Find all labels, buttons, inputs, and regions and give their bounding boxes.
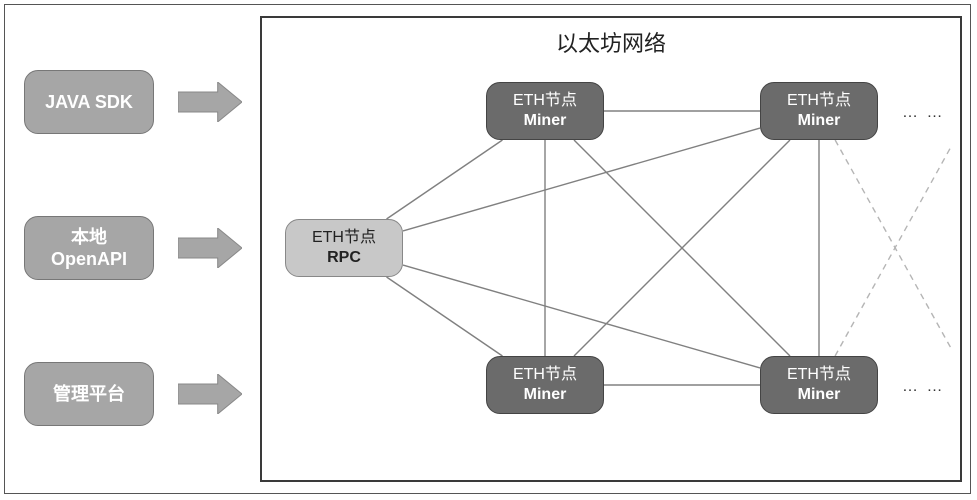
eth-miner-label-1: ETH节点 bbox=[513, 365, 577, 385]
eth-miner-label-2: Miner bbox=[798, 385, 841, 405]
eth-miner-label-2: Miner bbox=[524, 111, 567, 131]
network-title: 以太坊网络 bbox=[260, 26, 962, 58]
eth-miner-label-1: ETH节点 bbox=[513, 91, 577, 111]
openapi-box: 本地 OpenAPI bbox=[24, 216, 154, 280]
eth-miner-node: ETH节点 Miner bbox=[486, 356, 604, 414]
eth-miner-label-2: Miner bbox=[524, 385, 567, 405]
arrow-icon bbox=[178, 374, 242, 414]
eth-miner-label-2: Miner bbox=[798, 111, 841, 131]
eth-miner-label-1: ETH节点 bbox=[787, 91, 851, 111]
java-sdk-box: JAVA SDK bbox=[24, 70, 154, 134]
eth-rpc-label-1: ETH节点 bbox=[312, 228, 376, 248]
mgmt-label: 管理平台 bbox=[53, 383, 125, 406]
arrow-icon bbox=[178, 228, 242, 268]
openapi-label-1: 本地 bbox=[71, 226, 107, 249]
eth-rpc-label-2: RPC bbox=[327, 248, 361, 268]
ellipsis-icon: … … bbox=[902, 378, 944, 396]
openapi-label-2: OpenAPI bbox=[51, 248, 127, 271]
ellipsis-icon: … … bbox=[902, 104, 944, 122]
eth-miner-node: ETH节点 Miner bbox=[760, 356, 878, 414]
eth-rpc-node: ETH节点 RPC bbox=[285, 219, 403, 277]
arrow-icon bbox=[178, 82, 242, 122]
eth-miner-label-1: ETH节点 bbox=[787, 365, 851, 385]
java-sdk-label: JAVA SDK bbox=[45, 91, 133, 114]
eth-miner-node: ETH节点 Miner bbox=[760, 82, 878, 140]
eth-miner-node: ETH节点 Miner bbox=[486, 82, 604, 140]
mgmt-box: 管理平台 bbox=[24, 362, 154, 426]
